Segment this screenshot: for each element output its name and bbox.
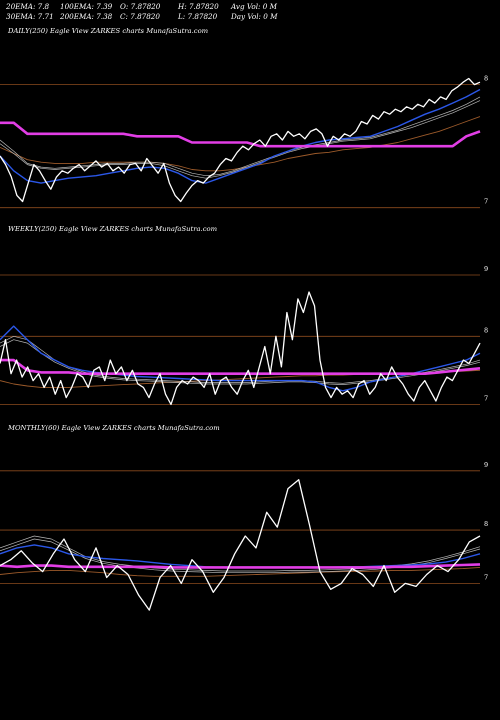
open-value: O: 7.87820 [120,2,161,11]
weekly-grey-ema-line-3 [0,339,481,385]
weekly-price-line [0,291,481,406]
weekly-panel-title: WEEKLY(250) Eagle View ZARKES charts Mun… [8,225,218,233]
daily-grey-ema-line-2 [0,96,481,177]
low-value: L: 7.87820 [178,12,218,21]
daily-blue-ema-line-1 [0,88,481,184]
weekly-y-tick-label-0: 9 [484,265,488,273]
ema100-value: 100EMA: 7.39 [60,2,113,11]
monthly-panel-title: MONTHLY(60) Eagle View ZARKES charts Mun… [8,424,220,432]
weekly-y-tick-label-2: 7 [484,394,488,402]
monthly-y-tick-label-1: 8 [484,520,488,528]
daily-price-line [0,77,481,203]
daily-panel-title: DAILY(250) Eagle View ZARKES charts Muna… [8,27,209,35]
ema30-value: 30EMA: 7.71 [6,12,54,21]
monthly-y-tick-label-2: 7 [484,573,488,581]
monthly-magenta-ema-line-5 [0,563,481,569]
day-vol-value: Day Vol: 0 M [231,12,278,21]
weekly-blue-ema-line-1 [0,325,481,392]
high-value: H: 7.87820 [178,2,219,11]
daily-y-tick-label-1: 7 [484,198,488,206]
ema200-value: 200EMA: 7.38 [60,12,113,21]
monthly-price-line [0,479,481,611]
daily-y-tick-label-0: 8 [484,75,488,83]
monthly-brown-ema-line-4 [0,566,481,577]
monthly-y-tick-label-0: 9 [484,461,488,469]
ema20-value: 20EMA: 7.8 [6,2,50,11]
close-value: C: 7.87820 [120,12,160,21]
daily-grey-ema-line-3 [0,100,481,179]
weekly-magenta-ema-line-5 [0,358,481,376]
weekly-y-tick-label-1: 8 [484,326,488,334]
daily-magenta-ema-line-5 [0,121,481,148]
avg-vol-value: Avg Vol: 0 M [231,2,277,11]
